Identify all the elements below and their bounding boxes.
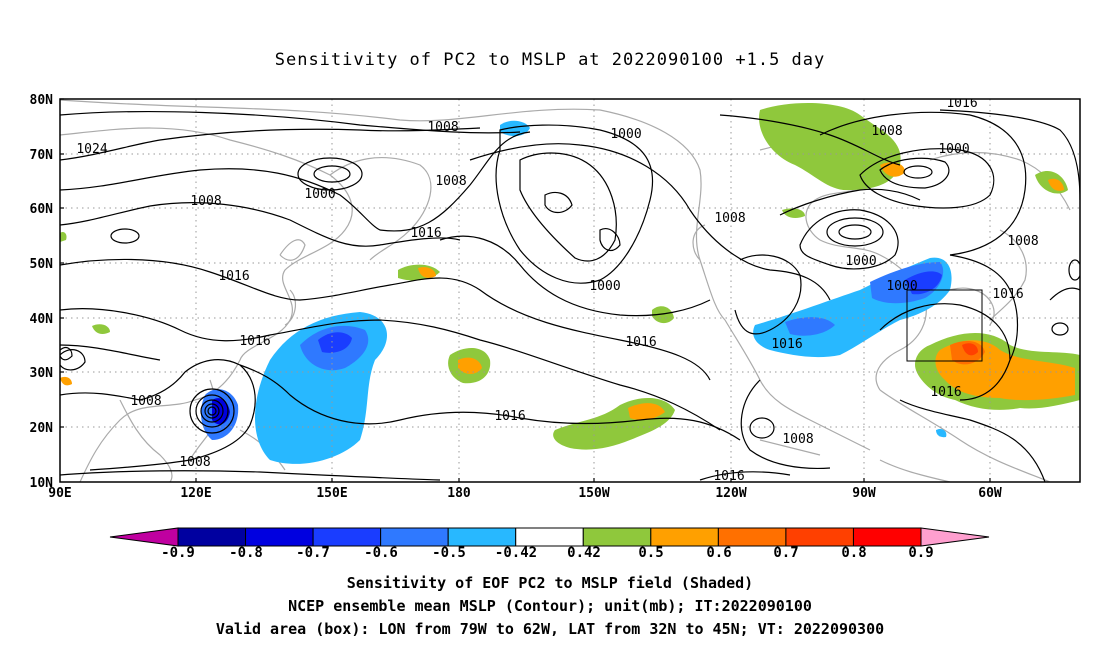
colorbar-label: 0.42 — [567, 545, 601, 561]
lon-label: 90W — [852, 486, 876, 501]
colorbar-label: 0.9 — [908, 545, 933, 561]
colorbar-label: -0.6 — [364, 545, 398, 561]
lat-label: 80N — [30, 93, 54, 108]
lat-label: 10N — [30, 476, 54, 491]
contour-label: 1008 — [427, 120, 458, 135]
contour-label: 1000 — [610, 127, 641, 142]
caption-line-3: Valid area (box): LON from 79W to 62W, L… — [215, 620, 885, 638]
lat-label: 30N — [30, 366, 54, 381]
colorbar-upper-triangle — [920, 527, 990, 547]
shading-negative — [200, 120, 952, 464]
caption-line-1: Sensitivity of EOF PC2 to MSLP field (Sh… — [346, 574, 754, 592]
contour-label: 1016 — [410, 226, 441, 241]
contour-label: 1016 — [930, 385, 961, 400]
contour-label: 1008 — [179, 455, 210, 470]
lon-label: 150E — [316, 486, 347, 501]
colorbar-label: 0.7 — [773, 545, 798, 561]
contour-label: 1008 — [1007, 234, 1038, 249]
colorbar-cell — [717, 527, 787, 547]
colorbar-label: 0.8 — [841, 545, 866, 561]
contour-label: 1008 — [435, 174, 466, 189]
contour-label: 1000 — [938, 142, 969, 157]
colorbar-label: 0.6 — [706, 545, 731, 561]
contour-label: 1016 — [946, 96, 977, 111]
colorbar-cell — [380, 527, 449, 547]
lon-label: 120E — [180, 486, 211, 501]
colorbar-cell — [785, 527, 854, 547]
colorbar-cell — [650, 527, 719, 547]
contour-label: 1016 — [771, 337, 802, 352]
colorbar-cell — [245, 527, 314, 547]
colorbar-lower-triangle — [109, 527, 179, 547]
contour-label: 1016 — [992, 287, 1023, 302]
contour-label: 1016 — [494, 409, 525, 424]
lat-label: 50N — [30, 257, 54, 272]
contour-label: 1000 — [589, 279, 620, 294]
lat-label: 60N — [30, 202, 54, 217]
contour-label: 1000 — [304, 187, 335, 202]
colorbar-label: -0.5 — [432, 545, 466, 561]
lon-label: 150W — [578, 486, 609, 501]
lat-label: 70N — [30, 148, 54, 163]
contour-label: 1008 — [871, 124, 902, 139]
colorbar: -0.9 -0.8 -0.7 -0.6 -0.5 -0.42 0.42 0.5 … — [109, 527, 990, 561]
contour-label: 1008 — [782, 432, 813, 447]
colorbar-label: -0.7 — [296, 545, 330, 561]
contour-label: 1024 — [76, 142, 107, 157]
colorbar-label: -0.8 — [229, 545, 263, 561]
lon-label: 90E — [48, 486, 71, 501]
contour-label: 1000 — [845, 254, 876, 269]
contour-label: 1016 — [239, 334, 270, 349]
contour-label: 1008 — [190, 194, 221, 209]
colorbar-cell — [177, 527, 247, 547]
valid-area-box — [906, 289, 983, 362]
lat-label: 20N — [30, 421, 54, 436]
lon-label: 60W — [978, 486, 1002, 501]
contour-label: 1008 — [714, 211, 745, 226]
contour-label: 1016 — [625, 335, 656, 350]
colorbar-cell — [447, 527, 517, 547]
lat-label: 40N — [30, 312, 54, 327]
colorbar-cell — [852, 527, 922, 547]
colorbar-cell — [312, 527, 382, 547]
colorbar-label: 0.5 — [638, 545, 663, 561]
lon-label: 120W — [715, 486, 746, 501]
colorbar-cell — [515, 527, 584, 547]
map-title: Sensitivity of PC2 to MSLP at 2022090100… — [274, 50, 826, 70]
colorbar-label: -0.9 — [161, 545, 195, 561]
map-frame — [59, 98, 1081, 483]
contour-label: 1016 — [218, 269, 249, 284]
colorbar-cell — [582, 527, 652, 547]
contour-label: 1016 — [713, 469, 744, 484]
mslp-contours — [60, 109, 1080, 482]
contour-label: 1008 — [130, 394, 161, 409]
contour-label: 1000 — [886, 279, 917, 294]
lon-label: 180 — [447, 486, 471, 501]
caption-line-2: NCEP ensemble mean MSLP (Contour); unit(… — [288, 597, 812, 615]
colorbar-label: -0.42 — [495, 545, 537, 561]
